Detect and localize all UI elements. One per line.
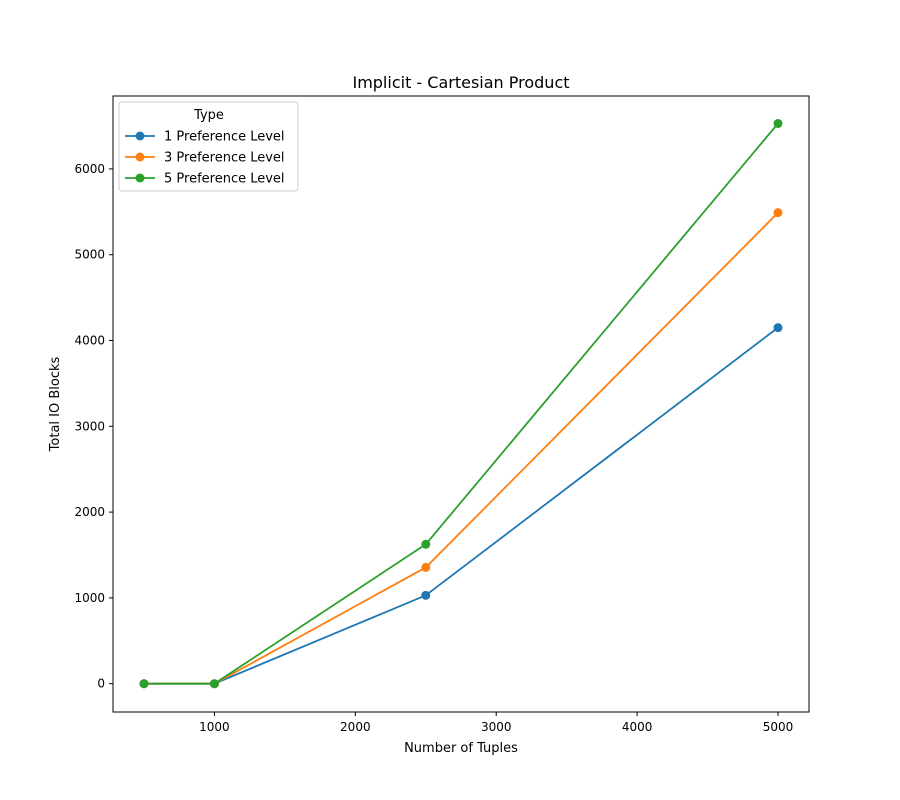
plot-markers [139, 118, 783, 689]
x-tick-label: 2000 [340, 720, 371, 734]
y-tick-label: 2000 [74, 505, 105, 519]
x-tick-label: 5000 [763, 720, 794, 734]
data-point [139, 679, 149, 689]
y-axis-label: Total IO Blocks [48, 356, 63, 452]
y-axis-ticks: 0 1000 2000 3000 4000 5000 6000 [74, 162, 113, 691]
series-line-2 [143, 212, 779, 685]
series-line-3 [143, 122, 779, 685]
x-axis-ticks: 1000 2000 3000 4000 5000 [199, 712, 793, 734]
data-point [773, 208, 783, 218]
series-line-1 [143, 326, 779, 685]
x-tick-label: 1000 [199, 720, 230, 734]
legend-swatch-marker [135, 173, 145, 183]
data-point [421, 539, 431, 549]
y-tick-label: 3000 [74, 419, 105, 433]
x-axis-label: Number of Tuples [404, 741, 518, 756]
legend-label: 5 Preference Level [164, 172, 285, 187]
data-point [773, 118, 783, 128]
y-tick-label: 6000 [74, 162, 105, 176]
y-tick-label: 1000 [74, 591, 105, 605]
legend-title: Type [193, 108, 224, 123]
x-tick-label: 4000 [622, 720, 653, 734]
plot-lines [143, 122, 779, 685]
data-point [421, 590, 431, 600]
data-point [421, 562, 431, 572]
y-tick-label: 4000 [74, 334, 105, 348]
data-point [209, 679, 219, 689]
legend-swatch-marker [135, 131, 145, 141]
chart-title: Implicit - Cartesian Product [352, 73, 569, 92]
x-tick-label: 3000 [481, 720, 512, 734]
y-tick-label: 5000 [74, 248, 105, 262]
plot-frame [112, 95, 810, 713]
legend-label: 3 Preference Level [164, 151, 285, 166]
legend-label: 1 Preference Level [164, 130, 285, 145]
legend: Type 1 Preference Level 3 Preference Leve… [118, 101, 299, 192]
y-tick-label: 0 [97, 677, 105, 691]
legend-frame [118, 101, 299, 192]
legend-swatch-marker [135, 152, 145, 162]
data-point [773, 323, 783, 333]
legend-items: 1 Preference Level 3 Preference Level 5 Pr… [125, 130, 285, 187]
